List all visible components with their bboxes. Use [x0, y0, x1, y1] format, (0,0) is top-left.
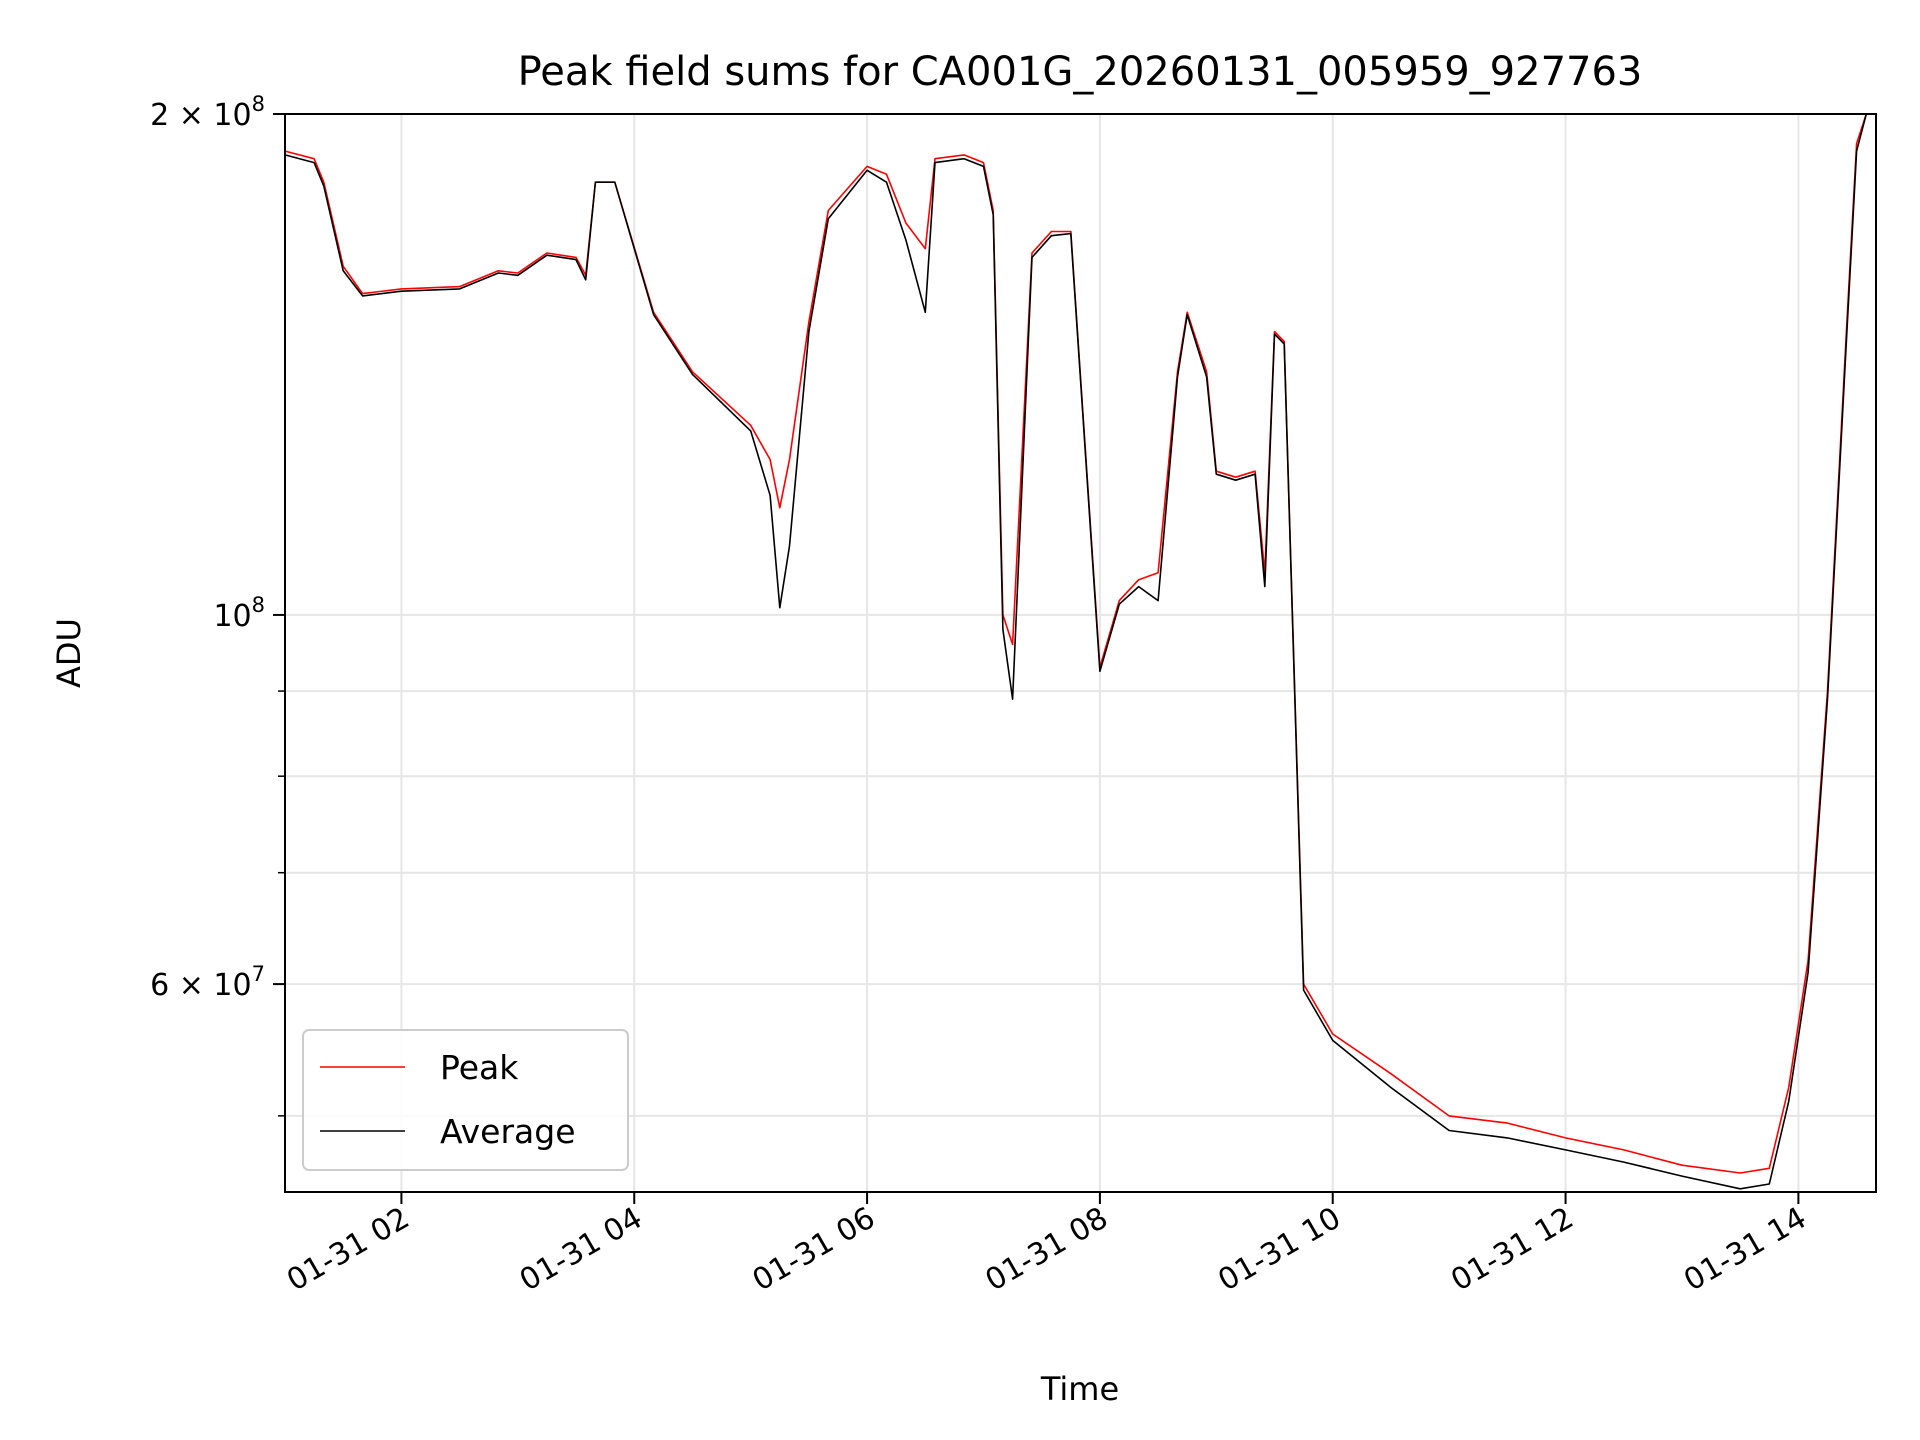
- series-line-peak: [284, 113, 1868, 1174]
- legend-label-peak: Peak: [440, 1048, 519, 1087]
- y-tick-label: 2 × 108: [150, 92, 265, 133]
- y-tick-label: 108: [213, 593, 265, 634]
- series-line-average: [284, 113, 1868, 1190]
- chart-title: Peak field sums for CA001G_20260131_0059…: [518, 49, 1643, 95]
- plot-area-frame: [284, 113, 1877, 1193]
- legend-label-average: Average: [440, 1112, 576, 1151]
- legend-box: [302, 1029, 629, 1171]
- legend: Peak Average: [302, 1029, 629, 1171]
- y-axis-title: ADU: [50, 618, 88, 688]
- series-layer: [284, 113, 1868, 1190]
- x-axis-title: Time: [1040, 1370, 1119, 1408]
- y-axis: 2 × 108 108 6 × 107: [150, 92, 285, 1117]
- y-tick-label: 6 × 107: [150, 962, 265, 1003]
